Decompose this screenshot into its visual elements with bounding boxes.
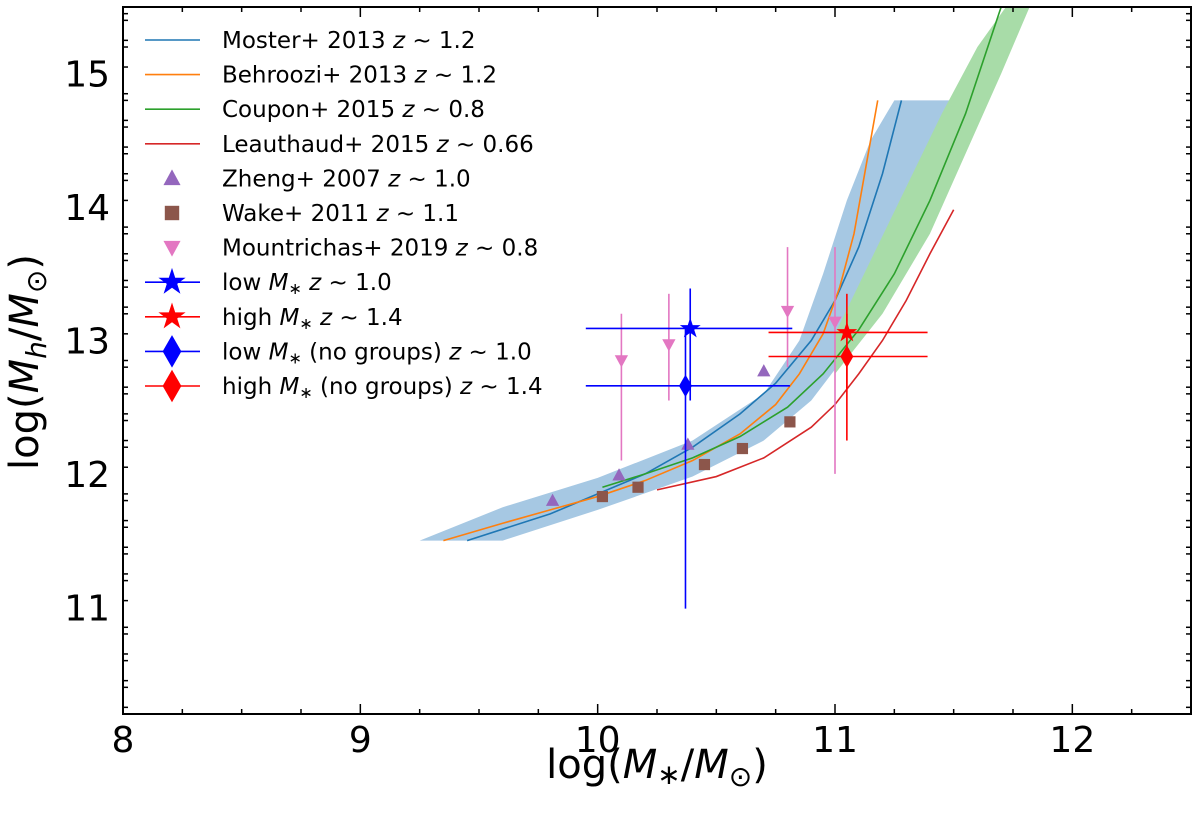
mountrichas-point [828, 316, 842, 329]
x-tick-label: 11 [812, 720, 858, 761]
low_ng-legend-marker [162, 335, 182, 368]
zheng-legend-label: Zheng+ 2007 z ~ 1.0 [222, 166, 471, 192]
mountrichas-legend-marker [163, 240, 181, 257]
wake-point [736, 442, 749, 455]
coupon-legend-label: Coupon+ 2015 z ~ 0.8 [222, 97, 485, 123]
tick-labels: 8 9 10 11 12 11 12 13 14 15 [64, 55, 1095, 761]
moster-legend-label: Moster+ 2013 z ~ 1.2 [222, 28, 476, 54]
mountrichas-point [780, 305, 795, 319]
low_ng-point [679, 374, 692, 398]
data-markers [545, 247, 928, 609]
low_mstar-point [679, 317, 701, 338]
coupon-line [602, 7, 1002, 488]
zheng-legend-marker [163, 169, 181, 186]
high_mstar-legend-label: high M∗ z ~ 1.4 [222, 305, 403, 333]
x-axis-label: log(M∗/M⊙) [546, 742, 768, 793]
high_ng-legend-label: high M∗ (no groups) z ~ 1.4 [222, 374, 543, 402]
low_ng-legend-label: low M∗ (no groups) z ~ 1.0 [222, 339, 532, 367]
leauthaud-legend-label: Leauthaud+ 2015 z ~ 0.66 [222, 132, 534, 158]
mountrichas-point [662, 339, 676, 352]
high_mstar-legend-marker [158, 302, 186, 329]
wake-legend-label: Wake+ 2011 z ~ 1.1 [222, 201, 459, 227]
y-tick-label: 14 [64, 188, 110, 229]
legend: Moster+ 2013 z ~ 1.2 Behroozi+ 2013 z ~ 1… [145, 28, 543, 403]
x-tick-label: 8 [112, 720, 135, 761]
zheng-point [681, 437, 695, 450]
wake-point [632, 481, 644, 493]
y-tick-label: 11 [64, 588, 110, 629]
confidence-bands [419, 7, 1030, 541]
mountrichas-point [614, 355, 629, 368]
high_ng-point [840, 345, 854, 368]
low_mstar-legend-label: low M∗ z ~ 1.0 [222, 270, 392, 298]
behroozi-line [443, 100, 879, 542]
y-tick-label: 13 [64, 321, 110, 362]
coupon_band [835, 7, 1030, 374]
low_mstar-legend-marker [158, 267, 186, 294]
moster-line [466, 100, 903, 542]
mountrichas-legend-label: Mountrichas+ 2019 z ~ 0.8 [222, 236, 538, 262]
zheng-point [612, 468, 626, 481]
wake-point [596, 490, 609, 503]
y-axis-label: log(Mh/M⊙) [2, 254, 53, 470]
zheng-point [545, 493, 560, 506]
wake-point [784, 416, 796, 428]
x-tick-label: 9 [349, 720, 372, 761]
behroozi-legend-label: Behroozi+ 2013 z ~ 1.2 [222, 63, 497, 89]
high_ng-legend-marker [162, 369, 182, 403]
plot-frame [122, 6, 1192, 715]
y-tick-label: 15 [64, 55, 110, 96]
wake-legend-marker [164, 205, 180, 221]
y-tick-label: 12 [64, 455, 110, 496]
wake-point [698, 458, 711, 471]
x-tick-label: 10 [575, 720, 621, 761]
zheng-point [757, 364, 771, 377]
x-tick-label: 12 [1049, 720, 1095, 761]
